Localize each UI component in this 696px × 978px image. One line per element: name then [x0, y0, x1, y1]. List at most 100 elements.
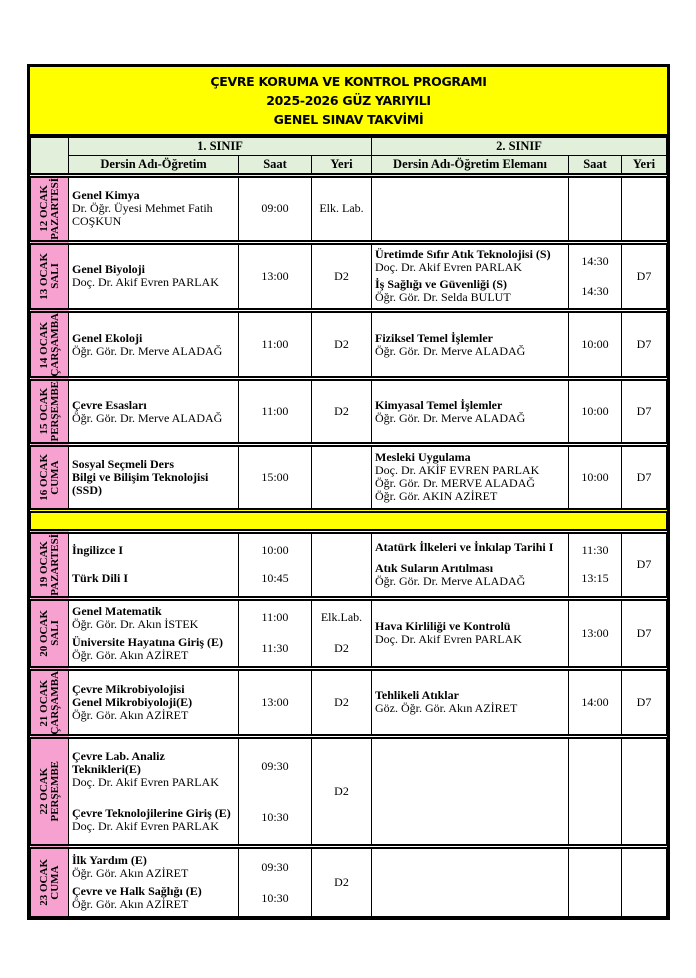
exam-time: 09:30 — [261, 859, 289, 874]
course-name: İngilizce I — [72, 543, 123, 558]
date-text: PAZARTESİ — [48, 533, 61, 596]
course-entry: Genel Biyoloji Doç. Dr. Akif Evren PARLAK — [72, 263, 235, 289]
cell-stack: 15:00 — [242, 448, 308, 506]
course-cell: Hava Kirliliği ve Kontrolü Doç. Dr. Akif … — [371, 595, 570, 669]
time-cell: 09:30 10:30 — [238, 844, 312, 918]
course-name: Genel Mikrobiyoloji(E) — [72, 694, 193, 709]
date-text: CUMA — [48, 865, 61, 900]
date-cell: 14 OCAK ÇARŞAMBA — [30, 307, 69, 380]
instructor-name: Doç. Dr. Akif Evren PARLAK — [375, 632, 522, 647]
room-cell: D7 — [621, 441, 667, 511]
cell-stack: D2 — [315, 852, 368, 914]
date-label: 15 OCAK PERŞEMBE — [38, 381, 61, 442]
exam-room: D2 — [334, 784, 349, 799]
exam-room: D7 — [636, 268, 652, 283]
cell-stack — [625, 852, 663, 914]
course-name: Genel Ekoloji — [72, 330, 143, 345]
exam-time: 10:30 — [261, 809, 289, 824]
exam-time: 10:45 — [261, 570, 289, 585]
course-cell: Tehlikeli Atıklar Göz. Öğr. Gör. Akın AZİ… — [371, 665, 570, 738]
date-text: ÇARŞAMBA — [48, 312, 61, 377]
exam-time: 13:15 — [581, 570, 609, 585]
instructor-name: Öğr. Gör. Akın AZİRET — [72, 707, 189, 722]
exam-time: 09:00 — [261, 201, 289, 216]
date-label: 16 OCAK CUMA — [38, 454, 61, 501]
instructor-name: Doç. Dr. Akif Evren PARLAK — [72, 774, 219, 789]
course-name: Çevre ve Halk Sağlığı (E) — [72, 884, 202, 899]
cell-stack: D2 — [315, 741, 368, 843]
cell-stack: Elk. Lab. — [315, 180, 368, 238]
date-text: PERŞEMBE — [48, 381, 61, 442]
cell-stack: İngilizce I Türk Dili I — [72, 537, 235, 592]
course-cell: Çevre Esasları Öğr. Gör. Dr. Merve ALADAĞ — [68, 376, 239, 445]
cell-stack — [315, 448, 368, 506]
cell-stack: Çevre Mikrobiyolojisi Genel Mikrobiyoloji… — [72, 673, 235, 731]
course-entry: Çevre Esasları Öğr. Gör. Dr. Merve ALADAĞ — [72, 397, 235, 425]
cell-stack: D7 — [625, 383, 663, 440]
exam-time: 14:00 — [581, 694, 609, 709]
time-cell — [568, 844, 623, 918]
course-name: Çevre Esasları — [72, 397, 147, 412]
course-entry: Genel Ekoloji Öğr. Gör. Dr. Merve ALADAĞ — [72, 330, 235, 358]
instructor-name: Doç. Dr. Akif Evren PARLAK — [72, 275, 219, 290]
instructor-name: Doç. Dr. AKİF EVREN PARLAK — [375, 463, 540, 478]
date-cell: 16 OCAK CUMA — [30, 441, 69, 511]
course-entry: Kimyasal Temel İşlemler Öğr. Gör. Dr. Mer… — [375, 398, 565, 425]
course-name: Hava Kirliliği ve Kontrolü — [375, 619, 511, 634]
time-cell: 11:00 — [238, 307, 312, 380]
exam-time: 13:00 — [261, 268, 289, 283]
date-label: 14 OCAK ÇARŞAMBA — [38, 312, 61, 377]
cell-stack: 10:00 — [572, 383, 618, 440]
course-cell: Çevre Mikrobiyolojisi Genel Mikrobiyoloji… — [68, 665, 239, 738]
exam-time: 13:00 — [261, 694, 289, 709]
time-header: Saat — [238, 155, 312, 176]
course-name: Genel Matematik — [72, 603, 162, 618]
room-cell — [621, 734, 667, 848]
time-cell: 13:00 — [238, 239, 312, 311]
separator-row — [30, 507, 667, 532]
course-entry: Üniversite Hayatına Giriş (E) Öğr. Gör. A… — [72, 635, 235, 662]
course-name: Atık Suların Arıtılması — [375, 561, 494, 576]
exam-room: D2 — [334, 404, 349, 419]
date-label: 22 OCAK PERŞEMBE — [38, 761, 61, 822]
schedule-table: 1. SINIF 2. SINIF Dersin Adı-Öğretim Saa… — [30, 137, 667, 918]
exam-time: 15:00 — [261, 469, 289, 484]
cell-stack: D2 — [315, 316, 368, 373]
cell-stack: D7 — [625, 673, 663, 731]
time-cell: 11:00 11:30 — [238, 595, 312, 669]
course-cell: Genel Matematik Öğr. Gör. Dr. Akın İSTEK Ü… — [68, 595, 239, 669]
date-cell: 21 OCAK ÇARŞAMBA — [30, 665, 69, 738]
course-cell: Genel Ekoloji Öğr. Gör. Dr. Merve ALADAĞ — [68, 307, 239, 380]
date-text: 13 OCAK — [37, 252, 50, 300]
course-entry: Çevre Teknolojilerine Giriş (E) Doç. Dr. … — [72, 807, 235, 833]
cell-stack — [572, 180, 618, 238]
course-entry: Genel Matematik Öğr. Gör. Dr. Akın İSTEK — [72, 603, 235, 631]
date-label: 12 OCAK PAZARTESİ — [38, 178, 61, 240]
cell-stack: Çevre Esasları Öğr. Gör. Dr. Merve ALADAĞ — [72, 383, 235, 440]
cell-stack: Genel Ekoloji Öğr. Gör. Dr. Merve ALADAĞ — [72, 316, 235, 373]
date-text: PERŞEMBE — [48, 761, 61, 822]
exam-room: D7 — [636, 694, 652, 709]
cell-stack: 10:00 — [572, 316, 618, 373]
cell-stack: Genel Matematik Öğr. Gör. Dr. Akın İSTEK Ü… — [72, 602, 235, 664]
instructor-name: Öğr. Gör. Dr. Merve ALADAĞ — [375, 574, 526, 589]
cell-stack — [572, 741, 618, 843]
cell-stack: 11:00 — [242, 383, 308, 440]
exam-time: 11:30 — [581, 543, 609, 558]
exam-time: 10:30 — [261, 890, 289, 905]
date-label: 20 OCAK SALI — [38, 610, 61, 657]
title-line: GENEL SINAV TAKVİMİ — [273, 112, 424, 127]
exam-room: D7 — [636, 625, 652, 640]
course-name: Fiziksel Temel İşlemler — [375, 330, 493, 345]
title-line: 2025-2026 GÜZ YARIYILI — [266, 93, 431, 108]
course-cell — [371, 844, 570, 918]
exam-time: 11:00 — [261, 337, 289, 352]
exam-room: D7 — [636, 337, 652, 352]
exam-time: 10:00 — [581, 469, 609, 484]
exam-room: D7 — [636, 404, 652, 419]
date-cell: 13 OCAK SALI — [30, 239, 69, 311]
cell-stack: İlk Yardım (E) Öğr. Gör. Akın AZİRET Çevre… — [72, 852, 235, 914]
exam-time: 11:00 — [261, 404, 289, 419]
day-row: 13 OCAK SALI Genel Biyoloji Doç. Dr. Akif E… — [30, 239, 667, 311]
date-label: 19 OCAK PAZARTESİ — [38, 533, 61, 596]
